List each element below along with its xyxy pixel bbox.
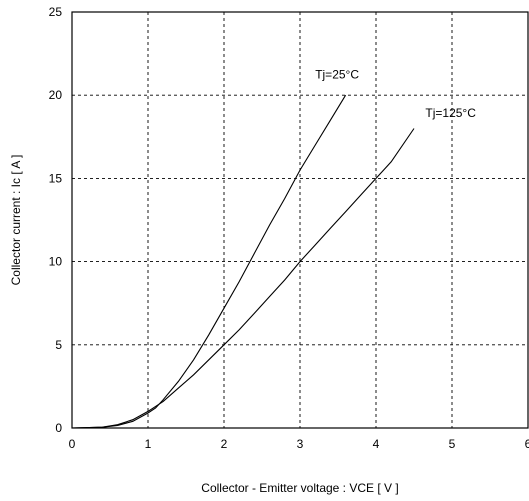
y-axis-label: Collector current : Ic [ A ] xyxy=(9,155,23,286)
y-tick-label: 15 xyxy=(49,171,63,185)
data-series xyxy=(71,94,415,429)
x-axis-label: Collector - Emitter voltage : VCE [ V ] xyxy=(201,481,398,495)
y-tick-labels: 0 5 10 15 20 25 xyxy=(49,5,63,435)
x-tick-label: 3 xyxy=(297,437,304,451)
y-tick-label: 10 xyxy=(49,255,63,269)
x-tick-label: 2 xyxy=(221,437,228,451)
x-tick-label: 4 xyxy=(373,437,380,451)
y-tick-label: 0 xyxy=(55,421,62,435)
series-annotation: Tj=125°C xyxy=(425,106,476,120)
y-tick-label: 5 xyxy=(55,338,62,352)
y-tick-label: 20 xyxy=(49,88,63,102)
series-annotation: Tj=25°C xyxy=(315,68,359,82)
x-tick-label: 0 xyxy=(69,437,76,451)
series-line-tj125 xyxy=(71,128,415,429)
plot-frame xyxy=(71,11,529,429)
x-tick-label: 1 xyxy=(145,437,152,451)
x-tick-label: 6 xyxy=(525,437,529,451)
series-line-tj25 xyxy=(71,94,347,429)
series-annotations: Tj=25°C Tj=125°C xyxy=(315,68,476,120)
grid-lines xyxy=(72,12,528,428)
x-tick-label: 5 xyxy=(449,437,456,451)
x-tick-labels: 0 1 2 3 4 5 6 xyxy=(69,437,529,451)
y-tick-label: 25 xyxy=(49,5,63,19)
